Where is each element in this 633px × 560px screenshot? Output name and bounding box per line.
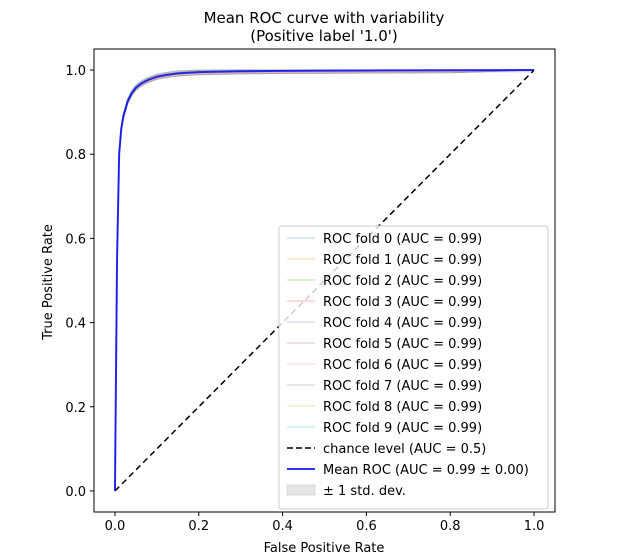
axes: 0.0 0.2 0.4 0.6 0.8 1.0 0.0 0.2 0.4 0.6 0.8 1.0 <box>65 48 556 534</box>
x-axis-label: False Positive Rate <box>264 541 385 556</box>
legend-label: ROC fold 6 (AUC = 0.99) <box>323 358 482 373</box>
y-tick-label: 0.0 <box>65 485 86 500</box>
legend-label: ROC fold 0 (AUC = 0.99) <box>323 232 482 247</box>
legend-label: ROC fold 2 (AUC = 0.99) <box>323 274 482 289</box>
legend-label: ROC fold 3 (AUC = 0.99) <box>323 295 482 310</box>
y-tick-label: 0.2 <box>65 401 86 416</box>
legend-swatch <box>286 484 316 496</box>
legend-label: ROC fold 8 (AUC = 0.99) <box>323 400 482 415</box>
plot-area <box>113 69 535 492</box>
x-tick-label: 0.6 <box>356 519 377 534</box>
legend-label: ROC fold 5 (AUC = 0.99) <box>323 337 482 352</box>
mean-roc-line <box>113 69 535 491</box>
y-tick-label: 0.6 <box>65 232 86 247</box>
legend-label: ROC fold 7 (AUC = 0.99) <box>323 379 482 394</box>
axes-frame <box>93 48 556 513</box>
legend-label: ROC fold 1 (AUC = 0.99) <box>323 253 482 268</box>
x-tick-label: 1.0 <box>524 519 545 534</box>
legend-label: chance level (AUC = 0.5) <box>323 442 486 457</box>
chart-title: Mean ROC curve with variability <box>204 9 445 27</box>
legend-label: ROC fold 4 (AUC = 0.99) <box>323 316 482 331</box>
x-tick-label: 0.0 <box>105 519 126 534</box>
legend: ROC fold 0 (AUC = 0.99) ROC fold 1 (AUC =… <box>278 225 549 510</box>
x-tick-label: 0.8 <box>440 519 461 534</box>
legend-box <box>278 225 549 510</box>
y-tick-label: 1.0 <box>65 64 86 79</box>
x-tick-label: 0.4 <box>272 519 293 534</box>
chart-subtitle: (Positive label '1.0') <box>250 27 397 45</box>
x-tick-label: 0.2 <box>188 519 209 534</box>
legend-label: ROC fold 9 (AUC = 0.99) <box>323 421 482 436</box>
y-axis-label: True Positive Rate <box>41 224 56 341</box>
y-tick-label: 0.8 <box>65 148 86 163</box>
legend-label: ± 1 std. dev. <box>323 484 406 499</box>
chance-level-line <box>114 69 535 492</box>
y-tick-label: 0.4 <box>65 317 86 332</box>
legend-label: Mean ROC (AUC = 0.99 ± 0.00) <box>323 463 529 478</box>
